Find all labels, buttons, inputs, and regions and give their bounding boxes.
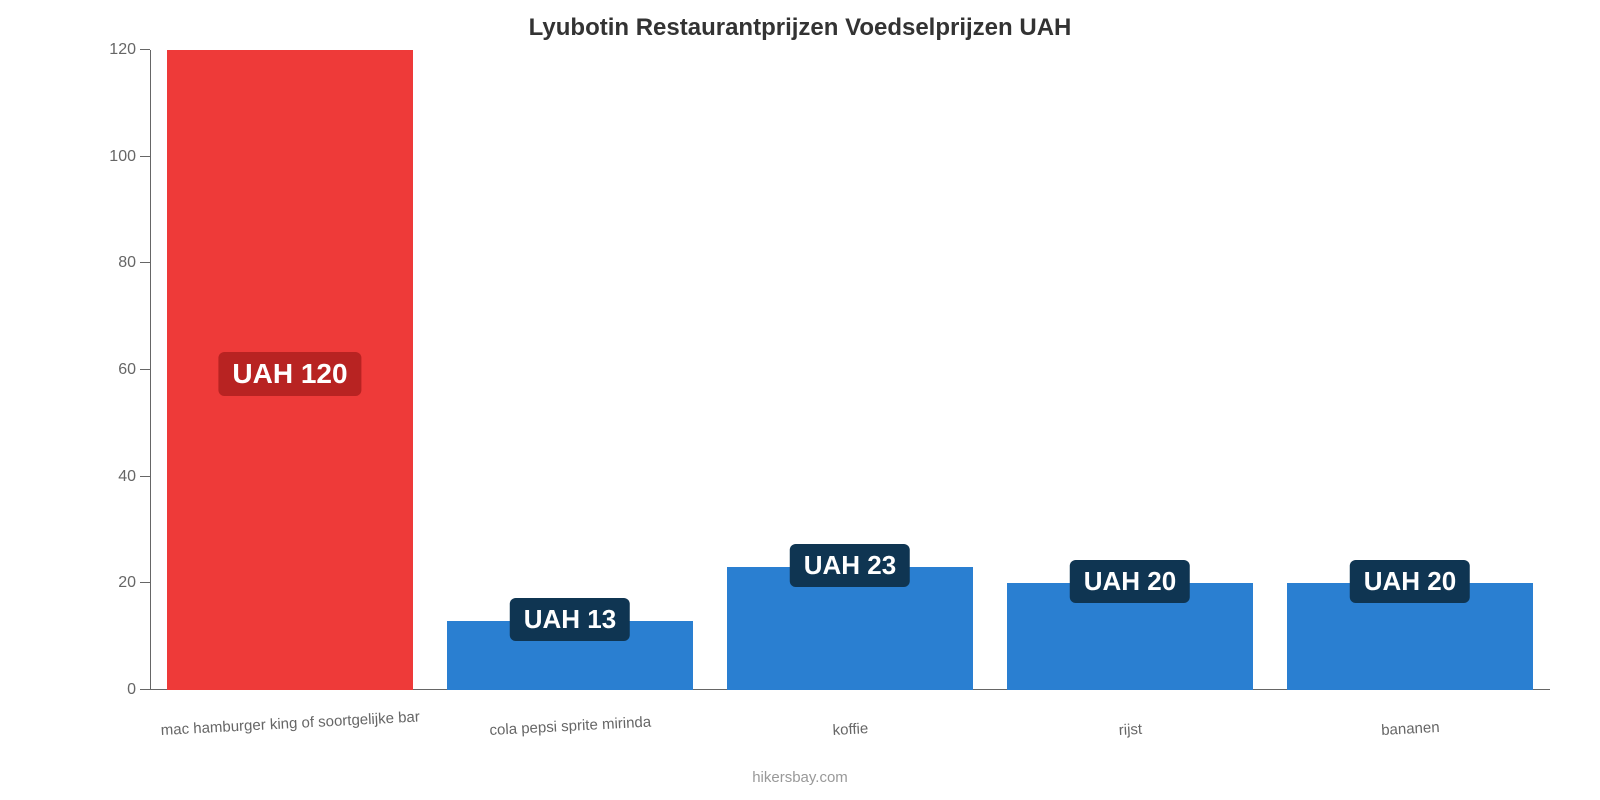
y-tick: [140, 476, 150, 477]
x-tick-label: koffie: [832, 720, 868, 739]
y-tick: [140, 369, 150, 370]
value-badge: UAH 120: [218, 352, 361, 396]
y-tick-label: 120: [109, 41, 136, 59]
x-labels: mac hamburger king of soortgelijke bar co…: [150, 692, 1550, 752]
chart-title: Lyubotin Restaurantprijzen Voedselprijze…: [0, 14, 1600, 42]
plot-area: UAH 120UAH 13UAH 23UAH 20UAH 20 02040608…: [150, 50, 1550, 690]
y-tick-label: 60: [118, 361, 136, 379]
y-tick: [140, 582, 150, 583]
y-tick: [140, 689, 150, 690]
bar-slot: UAH 13: [430, 50, 710, 690]
value-badge: UAH 23: [790, 544, 910, 587]
x-tick-label: bananen: [1381, 719, 1440, 739]
x-tick-label: rijst: [1118, 721, 1142, 739]
y-tick: [140, 49, 150, 50]
bar-slot: UAH 120: [150, 50, 430, 690]
y-tick-label: 40: [118, 468, 136, 486]
price-bar-chart: Lyubotin Restaurantprijzen Voedselprijze…: [0, 0, 1600, 800]
value-badge: UAH 13: [510, 598, 630, 641]
value-badge: UAH 20: [1350, 560, 1470, 603]
value-badge: UAH 20: [1070, 560, 1190, 603]
y-tick-label: 80: [118, 254, 136, 272]
y-tick-label: 20: [118, 574, 136, 592]
bar-slot: UAH 20: [990, 50, 1270, 690]
bar-slot: UAH 23: [710, 50, 990, 690]
y-tick-label: 100: [109, 148, 136, 166]
y-tick: [140, 156, 150, 157]
bar-slot: UAH 20: [1270, 50, 1550, 690]
x-tick-label: cola pepsi sprite mirinda: [489, 714, 651, 739]
bars-container: UAH 120 UAH 13 UAH 23 UAH 20 UAH 20: [150, 50, 1550, 690]
attribution-text: hikersbay.com: [0, 769, 1600, 786]
x-tick-label: mac hamburger king of soortgelijke bar: [160, 708, 420, 739]
y-tick-label: 0: [127, 681, 136, 699]
y-tick: [140, 262, 150, 263]
